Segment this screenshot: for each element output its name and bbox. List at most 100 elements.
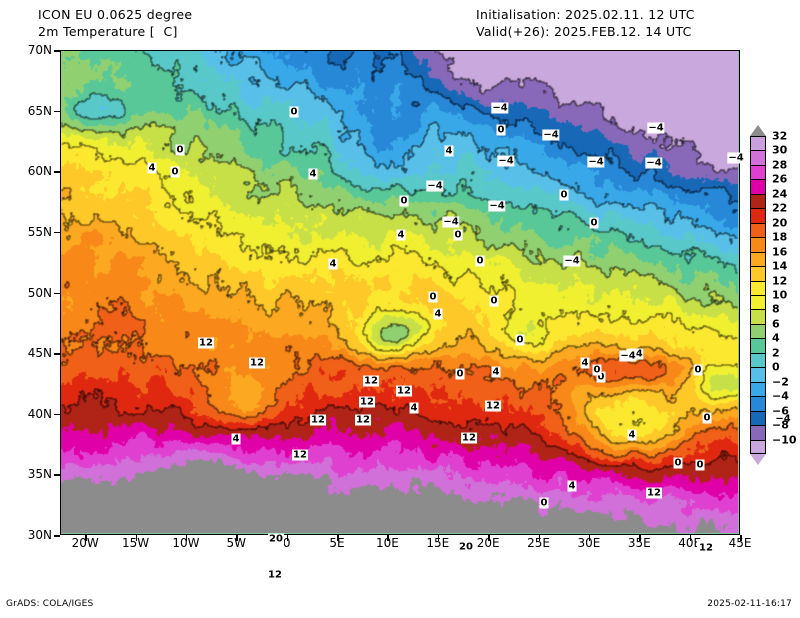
- x-axis-label: 30E: [577, 536, 601, 550]
- colorbar-band: [750, 410, 766, 426]
- colorbar-band: [750, 294, 766, 310]
- y-axis-label: 45N: [27, 346, 52, 361]
- x-axis-tick: [639, 535, 641, 541]
- colorbar-band: [750, 237, 766, 252]
- x-axis-label: 5E: [329, 536, 345, 550]
- x-axis-label: 10E: [375, 536, 399, 550]
- y-axis-label: 40N: [27, 406, 52, 421]
- colorbar-tick-label: 22: [772, 201, 788, 215]
- colorbar-band: [750, 439, 766, 454]
- x-axis-tick: [286, 535, 289, 541]
- y-axis-tick: [54, 353, 60, 355]
- y-axis-tick: [54, 50, 60, 52]
- model-title: ICON EU 0.0625 degree: [38, 7, 193, 22]
- colorbar[interactable]: [750, 125, 766, 465]
- y-axis-tick: [54, 171, 60, 173]
- colorbar-tick-label: 8: [772, 302, 780, 316]
- colorbar-tick-label: 0: [772, 360, 780, 374]
- valid-time-label: Valid(+26): 2025.FEB.12. 14 UTC: [476, 24, 692, 39]
- initialisation-label: Initialisation: 2025.02.11. 12 UTC: [476, 7, 695, 22]
- x-axis-tick: [135, 535, 138, 541]
- colorbar-band: [750, 425, 766, 440]
- colorbar-bands: [750, 136, 766, 454]
- y-axis-label: 70N: [27, 43, 52, 57]
- x-axis-tick: [538, 535, 541, 541]
- x-axis-tick: [437, 535, 440, 541]
- y-axis-tick: [54, 535, 60, 537]
- x-axis-label: 40E: [678, 536, 702, 550]
- colorbar-tick-label: 30: [772, 143, 788, 157]
- x-axis-tick: [337, 535, 339, 541]
- y-axis-tick: [54, 292, 60, 294]
- x-axis-tick: [689, 535, 692, 541]
- colorbar-band: [750, 309, 766, 324]
- colorbar-band: [750, 338, 766, 353]
- colorbar-tick-label: 26: [772, 172, 788, 186]
- colorbar-tick-label: −6: [772, 404, 789, 418]
- colorbar-band: [750, 367, 766, 382]
- colorbar-band: [750, 208, 766, 223]
- x-axis-tick: [85, 535, 87, 541]
- temperature-map[interactable]: [60, 50, 740, 535]
- x-axis-label: 20E: [476, 536, 500, 550]
- x-axis-label: 35E: [627, 536, 651, 550]
- x-axis-label: 10W: [172, 536, 200, 550]
- x-axis-label: 15E: [426, 536, 450, 550]
- field-title: 2m Temperature [ C]: [38, 24, 178, 39]
- colorbar-tick-label: 32: [772, 129, 788, 143]
- y-axis-label: 65N: [27, 103, 52, 118]
- colorbar-tick-label: 18: [772, 230, 788, 244]
- y-axis-label: 50N: [27, 285, 52, 300]
- x-axis-tick: [185, 535, 188, 541]
- contour-label: 12: [267, 569, 283, 581]
- colorbar-band: [750, 396, 766, 411]
- contour-label: 20: [268, 533, 284, 545]
- colorbar-band: [750, 136, 766, 151]
- x-axis-label: 5W: [226, 536, 247, 550]
- x-axis-label: 45E: [728, 536, 752, 550]
- colorbar-tick-label: 10: [772, 288, 788, 302]
- colorbar-band: [750, 193, 766, 209]
- x-axis-label: 20W: [71, 536, 99, 550]
- y-axis-label: 35N: [27, 467, 52, 482]
- colorbar-band: [750, 352, 766, 368]
- x-axis-label: 0: [282, 536, 291, 550]
- x-axis-tick: [488, 535, 490, 541]
- colorbar-tick-label: 28: [772, 158, 788, 172]
- y-axis-label: 30N: [27, 528, 52, 542]
- x-axis-tick: [236, 535, 238, 541]
- x-axis-label: 15W: [121, 536, 150, 550]
- colorbar-band: [750, 251, 766, 267]
- colorbar-tick-label: −4: [772, 389, 789, 403]
- colorbar-band: [750, 323, 766, 339]
- colorbar-tick-label: −8: [772, 418, 789, 432]
- colorbar-tick-label: 4: [772, 331, 780, 345]
- colorbar-band: [750, 164, 766, 180]
- y-axis-label: 60N: [27, 164, 52, 179]
- y-axis-tick: [54, 474, 60, 476]
- colorbar-tick-label: 16: [772, 245, 788, 259]
- colorbar-band: [750, 150, 766, 165]
- x-axis-label: 25E: [527, 536, 550, 550]
- colorbar-tick-label: −10: [772, 433, 797, 447]
- y-axis-tick: [54, 413, 60, 416]
- temperature-raster: [61, 51, 738, 533]
- colorbar-band: [750, 381, 766, 397]
- footer-credit: GrADS: COLA/IGES: [6, 599, 94, 609]
- colorbar-band: [750, 179, 766, 194]
- footer-timestamp: 2025-02-11-16:17: [707, 599, 792, 609]
- y-axis-tick: [54, 231, 60, 234]
- colorbar-tick-label: 6: [772, 317, 780, 331]
- y-axis-label: 55N: [27, 224, 52, 239]
- colorbar-band: [750, 266, 766, 281]
- colorbar-tick-label: 2: [772, 346, 780, 360]
- colorbar-over-arrow-icon: [750, 125, 766, 136]
- colorbar-tick-label: 20: [772, 216, 788, 230]
- contour-label: 20: [458, 541, 474, 553]
- colorbar-band: [750, 222, 766, 238]
- x-axis-tick: [387, 535, 389, 541]
- colorbar-under-arrow-icon: [750, 454, 766, 465]
- colorbar-band: [750, 280, 766, 295]
- x-axis-tick: [588, 535, 591, 541]
- colorbar-tick-label: 12: [772, 274, 788, 288]
